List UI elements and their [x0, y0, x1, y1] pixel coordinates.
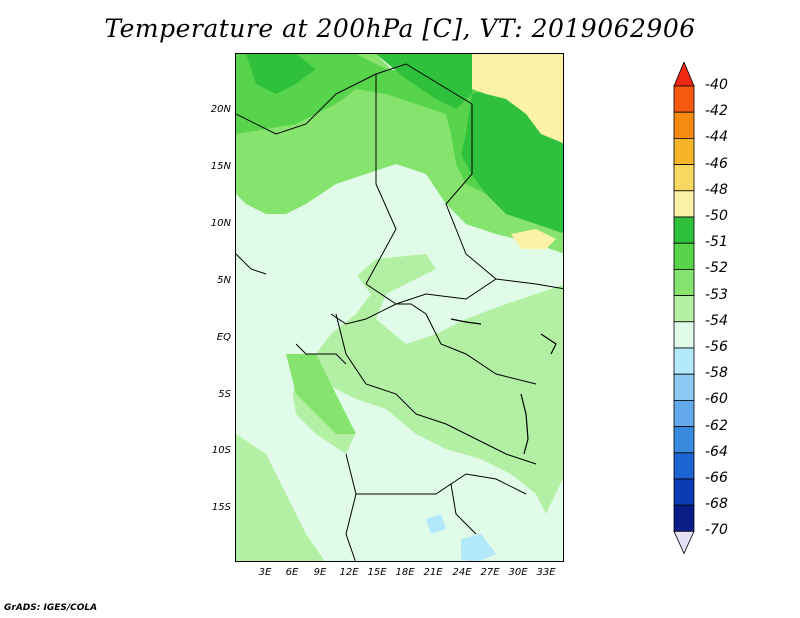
lat-label-20n: 20N	[210, 104, 231, 115]
colorbar-segment	[673, 478, 695, 506]
green-southwest-strip	[236, 434, 325, 561]
colorbar-segment	[673, 347, 695, 375]
lat-label-5n: 5N	[217, 275, 231, 286]
light-green-region	[236, 54, 563, 514]
light-cyan-west	[236, 214, 371, 434]
lon-label-6e: 6E	[285, 567, 299, 578]
colorbar-level-label: -54	[705, 312, 728, 329]
colorbar-segment	[673, 164, 695, 192]
colorbar-level-label: -52	[705, 260, 728, 277]
map-panel	[235, 53, 564, 562]
light-south	[336, 444, 546, 561]
colorbar-segment	[673, 138, 695, 166]
blue-patch-2	[461, 534, 496, 561]
country-borders	[236, 63, 563, 561]
colorbar-segment	[673, 373, 695, 401]
colorbar-level-label: -68	[705, 496, 728, 513]
colorbar-level-label: -58	[705, 365, 728, 382]
colorbar-level-label: -50	[705, 208, 728, 224]
green-darkest-top	[246, 54, 316, 94]
lat-label-10s: 10S	[211, 445, 231, 456]
colorbar-segment-top-arrow	[673, 62, 695, 87]
lon-label-27e: 27E	[480, 567, 500, 578]
green-coast-strip	[286, 354, 356, 434]
lake-outlines	[450, 318, 557, 455]
chart-title: Temperature at 200hPa [C], VT: 201906290…	[104, 14, 696, 43]
colorbar-level-label: -51	[705, 234, 728, 251]
lon-label-21e: 21E	[423, 567, 443, 578]
colorbar-segment	[673, 190, 695, 218]
colorbar-level-label: -70	[705, 522, 728, 539]
yellow-spot-right	[511, 229, 556, 249]
colorbar-level-label: -53	[705, 286, 728, 303]
colorbar-level-label: -56	[705, 339, 728, 355]
lon-label-12e: 12E	[339, 567, 359, 578]
yellow-region-top-right	[472, 54, 563, 144]
lon-label-18e: 18E	[395, 567, 415, 578]
lat-label-10n: 10N	[210, 218, 231, 229]
colorbar-segment	[673, 268, 695, 296]
lat-label-5s: 5S	[218, 389, 231, 400]
colorbar-segment	[673, 504, 695, 532]
colorbar-segment	[673, 452, 695, 480]
colorbar	[673, 62, 695, 555]
colorbar-level-label: -62	[705, 417, 728, 434]
blue-patch-1	[426, 514, 446, 534]
lat-label-15n: 15N	[210, 161, 231, 172]
colorbar-segment	[673, 85, 695, 113]
colorbar-level-label: -64	[705, 443, 728, 460]
colorbar-segment	[673, 111, 695, 139]
colorbar-level-label: -46	[705, 155, 728, 172]
green-darkest-top-right	[376, 54, 472, 109]
colorbar-segment	[673, 295, 695, 323]
colorbar-segment	[673, 399, 695, 427]
colorbar-level-label: -42	[705, 103, 728, 120]
colorbar-level-label: -66	[705, 470, 728, 486]
colorbar-level-label: -40	[705, 77, 728, 93]
lon-label-3e: 3E	[258, 567, 272, 578]
lat-label-15s: 15S	[211, 502, 231, 513]
colorbar-segment	[673, 216, 695, 244]
lat-label-eq: EQ	[216, 332, 231, 343]
lon-label-9e: 9E	[313, 567, 327, 578]
colorbar-segment	[673, 321, 695, 349]
lon-label-33e: 33E	[536, 567, 556, 578]
colorbar-segment	[673, 426, 695, 454]
colorbar-level-label: -48	[705, 181, 728, 198]
colorbar-segment	[673, 242, 695, 270]
colorbar-level-label: -60	[705, 391, 728, 408]
temperature-map	[236, 54, 563, 561]
footer-credit: GrADS: IGES/COLA	[4, 603, 98, 613]
lon-label-24e: 24E	[452, 567, 472, 578]
colorbar-segment-bottom-arrow	[673, 530, 695, 555]
lon-label-30e: 30E	[508, 567, 528, 578]
lon-label-15e: 15E	[367, 567, 387, 578]
colorbar-level-label: -44	[705, 129, 728, 146]
